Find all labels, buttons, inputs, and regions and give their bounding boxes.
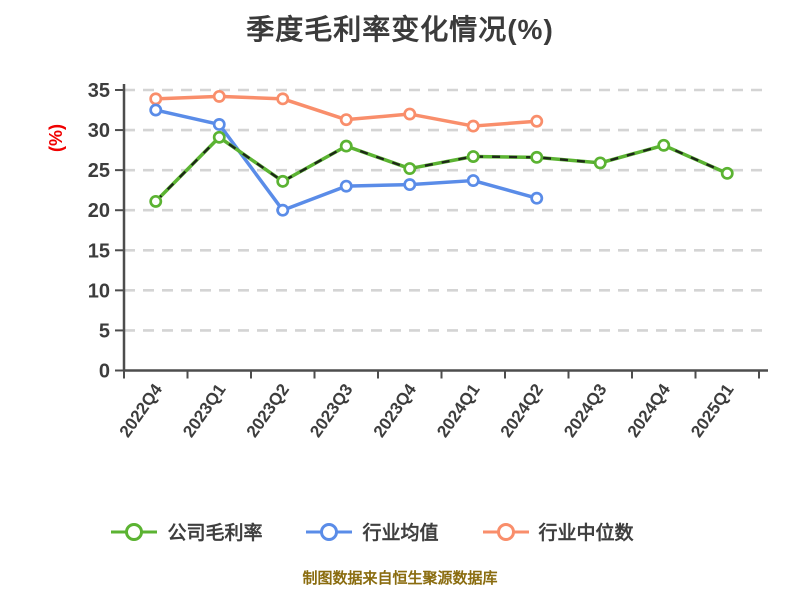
x-tick-label-2023Q3: 2023Q3 — [306, 380, 356, 440]
data-point-marker — [276, 203, 290, 217]
data-point-marker — [403, 178, 417, 192]
y-tick-label-5: 5 — [99, 320, 110, 342]
chart-title: 季度毛利率变化情况(%) — [246, 14, 554, 45]
data-point-marker — [149, 92, 163, 106]
y-tick-label-20: 20 — [88, 200, 110, 222]
data-point-marker — [339, 179, 353, 193]
x-tick-label-2025Q1: 2025Q1 — [687, 380, 737, 440]
data-point-marker — [339, 113, 353, 127]
series-公司毛利率 — [149, 130, 734, 208]
axes — [115, 84, 768, 379]
data-point-marker — [657, 138, 671, 152]
x-tick-label-2024Q1: 2024Q1 — [433, 380, 483, 440]
series-行业中位数 — [149, 89, 544, 133]
x-tick-labels: 2022Q4 2023Q1 2023Q2 2023Q3 2023Q4 2024Q1 2024… — [116, 380, 738, 441]
data-point-marker — [530, 150, 544, 164]
series-line-dash-overlay — [154, 135, 728, 203]
data-point-marker — [212, 118, 226, 131]
x-tick-label-2023Q2: 2023Q2 — [243, 380, 293, 440]
data-point-marker — [720, 166, 734, 180]
y-tick-label-25: 25 — [88, 160, 110, 182]
y-tick-label-10: 10 — [88, 280, 110, 302]
legend-label: 行业中位数 — [538, 523, 634, 544]
x-tick-label-2023Q1: 2023Q1 — [179, 380, 229, 440]
legend-marker-icon — [111, 522, 158, 541]
data-point-marker — [530, 114, 544, 128]
x-tick-label-2023Q4: 2023Q4 — [370, 380, 421, 441]
x-tick-label-2024Q2: 2024Q2 — [497, 380, 547, 440]
legend-circle — [125, 522, 144, 541]
data-point-marker — [403, 162, 417, 175]
legend-marker-icon — [482, 522, 529, 541]
data-point-marker — [403, 107, 417, 121]
data-point-marker — [212, 130, 226, 144]
x-tick-label-2022Q4: 2022Q4 — [116, 380, 167, 441]
legend-item-行业中位数[interactable]: 行业中位数 — [482, 518, 634, 545]
data-point-marker — [593, 156, 607, 170]
data-point-marker — [149, 103, 163, 117]
gridlines — [124, 88, 768, 332]
data-point-marker — [466, 174, 480, 188]
data-point-marker — [276, 174, 290, 188]
legend-label: 公司毛利率 — [167, 523, 263, 544]
y-axis-unit-label: (%) — [46, 124, 66, 152]
legend-item-行业均值[interactable]: 行业均值 — [306, 518, 439, 545]
y-tick-label-30: 30 — [88, 120, 110, 142]
legend-marker-icon — [306, 522, 353, 541]
x-tick-label-2024Q3: 2024Q3 — [560, 380, 610, 440]
data-point-marker — [530, 191, 544, 205]
y-tick-labels: 0 5 10 15 20 25 30 35 — [88, 80, 110, 383]
legend-circle — [496, 522, 515, 541]
legend-circle — [320, 522, 339, 541]
x-tick-label-2024Q4: 2024Q4 — [624, 380, 675, 441]
y-tick-label-0: 0 — [99, 361, 110, 383]
legend-label: 行业均值 — [362, 523, 439, 544]
legend: 公司毛利率 行业均值 行业中位数 — [0, 518, 745, 545]
series-行业均值 — [149, 103, 544, 217]
data-point-marker — [276, 92, 290, 106]
y-tick-label-35: 35 — [88, 80, 110, 102]
data-point-marker — [466, 119, 480, 133]
data-point-marker — [339, 139, 353, 153]
data-source-credit: 制图数据来自恒生聚源数据库 — [302, 570, 498, 587]
data-point-marker — [212, 89, 226, 103]
data-point-marker — [149, 194, 163, 208]
y-tick-label-15: 15 — [88, 240, 110, 262]
data-point-marker — [466, 150, 480, 163]
legend-item-公司毛利率[interactable]: 公司毛利率 — [111, 518, 262, 545]
